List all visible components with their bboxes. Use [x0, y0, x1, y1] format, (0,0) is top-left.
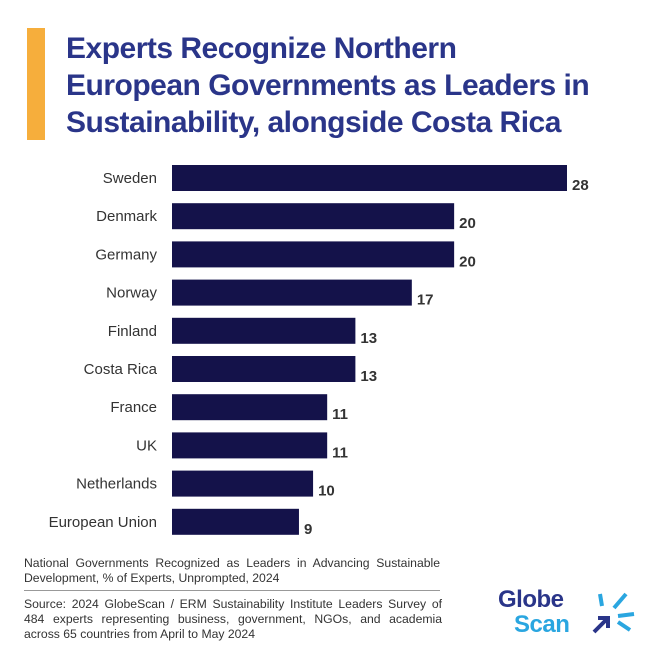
bar-european-union	[172, 508, 299, 535]
data-label: 13	[360, 330, 377, 347]
data-label: 9	[304, 521, 312, 538]
category-label: Sweden	[103, 170, 157, 187]
globescan-logo: Globe Scan	[498, 588, 638, 638]
data-label: 20	[459, 215, 476, 232]
data-label: 13	[360, 368, 377, 385]
data-label: 20	[459, 253, 476, 270]
chart-note: National Governments Recognized as Leade…	[24, 556, 440, 585]
title-line-1: Experts Recognize Northern	[66, 32, 457, 65]
bar-sweden	[172, 165, 567, 191]
category-label: France	[110, 399, 157, 416]
category-label: Netherlands	[76, 476, 157, 493]
data-label: 11	[332, 444, 348, 461]
logo-rays-icon	[592, 592, 635, 634]
category-label: UK	[136, 437, 157, 454]
data-label: 11	[332, 406, 348, 423]
logo-scan: Scan	[514, 611, 570, 638]
title-line-3: Sustainability, alongside Costa Rica	[66, 106, 561, 139]
divider	[24, 590, 440, 591]
chart-title: Experts Recognize Northern European Gove…	[66, 30, 646, 141]
category-label: Costa Rica	[84, 361, 158, 378]
data-label: 28	[572, 177, 589, 194]
bar-germany	[172, 241, 455, 268]
title-line-2: European Governments as Leaders in	[66, 69, 590, 102]
source-note: Source: 2024 GlobeScan / ERM Sustainabil…	[24, 597, 442, 641]
category-label: Denmark	[96, 208, 157, 225]
category-label: European Union	[49, 514, 157, 531]
logo-globe: Globe	[498, 586, 564, 613]
accent-bar	[27, 28, 45, 140]
bar-costa-rica	[172, 356, 356, 382]
bar-france	[172, 394, 328, 421]
bar-denmark	[172, 203, 455, 230]
category-label: Finland	[108, 323, 157, 340]
category-label: Norway	[106, 285, 157, 302]
category-label: Germany	[95, 246, 157, 263]
bar-finland	[172, 317, 356, 344]
bar-uk	[172, 432, 328, 459]
data-label: 10	[318, 483, 335, 500]
data-label: 17	[417, 292, 434, 309]
bar-norway	[172, 279, 412, 306]
bar-netherlands	[172, 470, 314, 497]
